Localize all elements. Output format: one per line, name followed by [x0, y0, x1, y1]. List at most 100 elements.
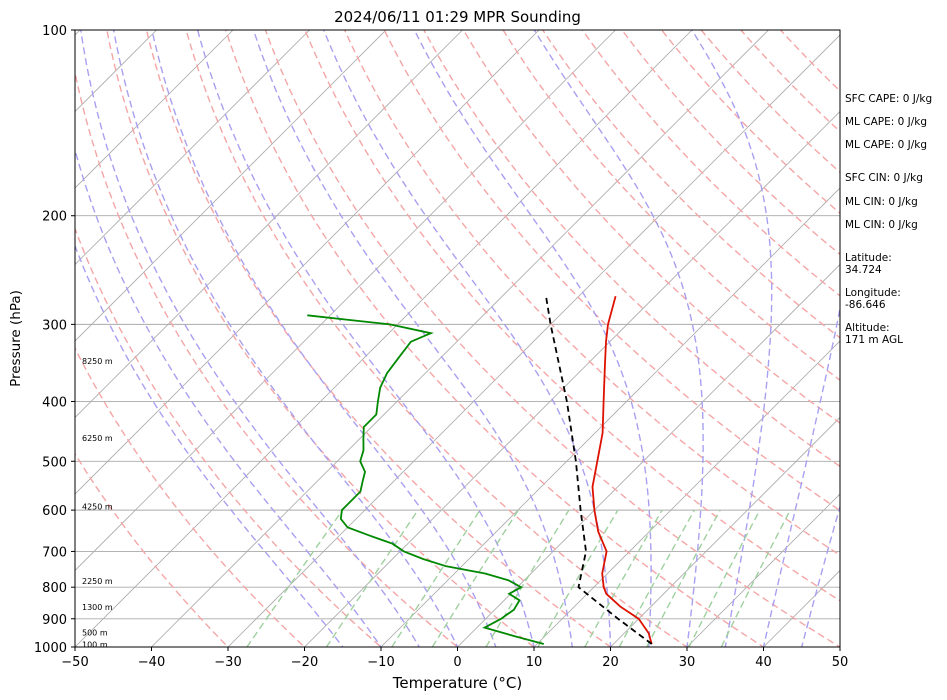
mixing-ratio-line: [618, 509, 696, 647]
series-layer: [307, 295, 653, 645]
moist-adiabat-line: [413, 30, 652, 647]
isotherm-line: [456, 263, 840, 647]
height-label: 100 m: [82, 640, 108, 649]
x-tick-label: 0: [453, 655, 461, 670]
y-tick-label: 500: [42, 455, 67, 470]
isotherm-line: [686, 493, 840, 647]
temperature-profile-line: [591, 295, 653, 645]
dry-adiabat-line: [106, 30, 536, 647]
moist-adiabat-line: [762, 304, 840, 647]
moist-adiabat-line: [75, 147, 382, 647]
height-label: 4250 m: [82, 503, 113, 512]
latitude-label: Latitude:: [845, 252, 892, 264]
moist-adiabat-line: [323, 30, 612, 647]
height-label: 1300 m: [82, 603, 113, 612]
isotherm-line: [75, 30, 158, 113]
isotherm-line: [609, 416, 840, 647]
dry-adiabat-line: [75, 452, 229, 647]
mixing-ratio-line: [485, 509, 570, 647]
x-axis-label: Temperature (°C): [392, 674, 522, 692]
dewpoint-profile-line: [307, 314, 545, 645]
y-axis: 1000 900 800 700 600 500 400 300 200 100: [34, 24, 75, 656]
dry-adiabat-line: [581, 30, 840, 297]
y-tick-label: 100: [42, 24, 67, 39]
altitude-value: 171 m AGL: [845, 334, 903, 346]
ml-cape-text-2: ML CAPE: 0 J/kg: [845, 139, 928, 151]
dry-adiabat-line: [304, 30, 840, 602]
dry-adiabat-line: [75, 346, 306, 647]
mixing-ratio-line: [688, 509, 761, 647]
isotherm-line: [75, 30, 464, 419]
isotherm-line: [380, 187, 840, 647]
y-tick-label: 700: [42, 545, 67, 560]
y-tick-label: 300: [42, 318, 67, 333]
height-label: 500 m: [82, 629, 108, 638]
y-axis-label: Pressure (hPa): [8, 290, 24, 387]
dry-adiabat-line: [462, 30, 840, 424]
dry-adiabat-line: [145, 30, 612, 647]
moist-adiabat-line: [112, 30, 459, 647]
dry-adiabat-line: [700, 30, 840, 174]
y-tick-label: 400: [42, 395, 67, 410]
height-label: 8250 m: [82, 357, 113, 366]
moist-adiabat-line: [75, 244, 344, 647]
isotherm-line: [75, 30, 693, 647]
longitude-value: -86.646: [845, 299, 886, 311]
y-tick-label: 1000: [34, 641, 67, 656]
mixing-ratio-line: [584, 509, 663, 647]
x-axis: −50 −40 −30 −20 −10 0 10 20 30 40 50: [61, 647, 848, 670]
ml-cin-text: ML CIN: 0 J/kg: [845, 196, 918, 208]
ml-cin-text-2: ML CIN: 0 J/kg: [845, 219, 918, 231]
x-tick-label: 10: [526, 655, 543, 670]
dry-adiabat-line: [502, 30, 840, 382]
isotherm-line: [75, 30, 617, 572]
mixing-ratio-line: [391, 509, 481, 647]
x-tick-label: −40: [138, 655, 165, 670]
height-label: 6250 m: [82, 434, 113, 443]
moist-adiabat-line: [801, 504, 840, 647]
longitude-label: Longitude:: [845, 287, 901, 299]
ml-cape-text: ML CAPE: 0 J/kg: [845, 116, 928, 128]
isotherm-line: [75, 30, 540, 495]
dry-adiabat-line: [185, 30, 689, 647]
height-label: 2250 m: [82, 577, 113, 586]
moist-adiabat-line: [533, 30, 704, 647]
isotherm-line: [75, 30, 311, 266]
x-tick-label: 30: [679, 655, 696, 670]
x-tick-label: −10: [367, 655, 394, 670]
sfc-cape-text: SFC CAPE: 0 J/kg: [845, 93, 933, 105]
height-labels: 8250 m 6250 m 4250 m 2250 m 1300 m 500 m 100 m: [82, 357, 113, 649]
dry-adiabat-line: [541, 30, 840, 339]
x-tick-label: 50: [832, 655, 849, 670]
y-tick-label: 900: [42, 613, 67, 628]
isotherm-line: [227, 34, 840, 647]
y-tick-label: 800: [42, 581, 67, 596]
mixing-ratio-line: [720, 509, 791, 647]
x-tick-label: 20: [602, 655, 619, 670]
isotherm-line: [75, 30, 234, 189]
mixing-ratio-line: [431, 509, 519, 647]
moist-adiabat-line: [80, 30, 421, 647]
dry-adiabat-line: [75, 69, 459, 647]
sfc-cin-text: SFC CIN: 0 J/kg: [845, 172, 923, 184]
isotherm-line: [75, 30, 387, 342]
mixing-ratio-line: [645, 509, 721, 647]
y-tick-label: 600: [42, 504, 67, 519]
mixing-ratio-line: [246, 509, 344, 647]
x-tick-label: 40: [755, 655, 772, 670]
dry-adiabat-line: [224, 30, 765, 647]
isotherm-line: [303, 110, 840, 647]
moist-adiabat-line: [252, 30, 574, 647]
mixing-ratio-line: [325, 509, 419, 647]
background-lines: [75, 30, 840, 647]
moist-adiabat-line: [151, 30, 497, 647]
x-tick-label: −50: [61, 655, 88, 670]
dry-adiabat-line: [264, 30, 840, 647]
x-tick-label: −30: [214, 655, 241, 670]
altitude-label: Altitude:: [845, 322, 890, 334]
chart-title: 2024/06/11 01:29 MPR Sounding: [334, 8, 581, 26]
moist-adiabat-line: [691, 30, 773, 647]
y-tick-label: 200: [42, 210, 67, 225]
moist-adiabat-line: [196, 30, 535, 647]
